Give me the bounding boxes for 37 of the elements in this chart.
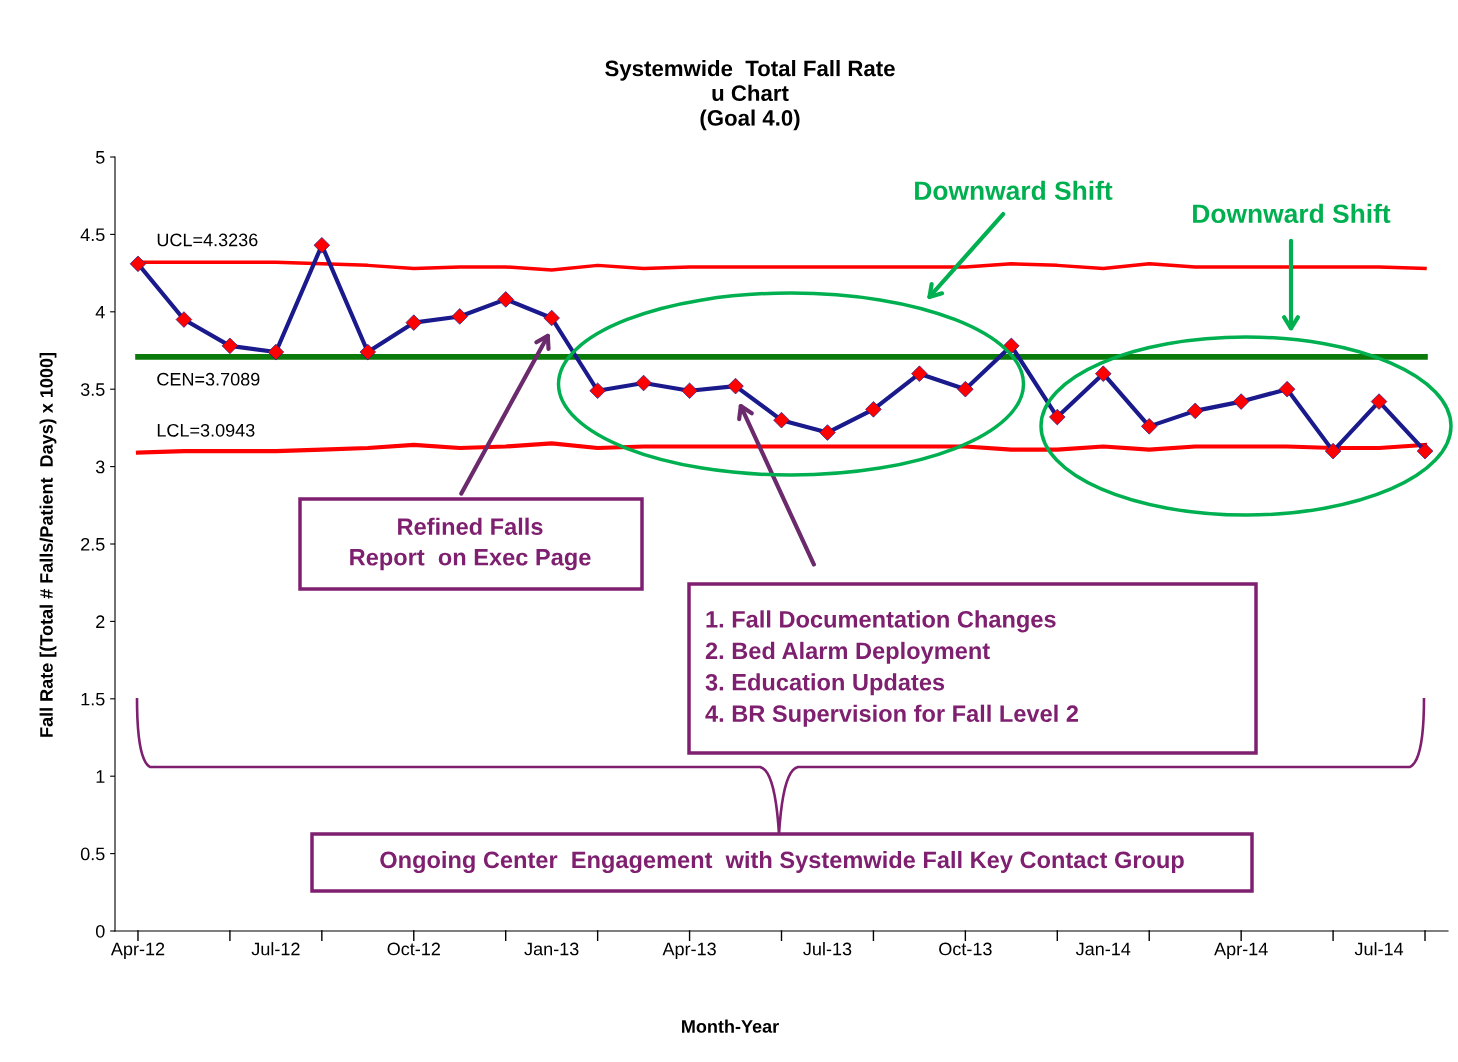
annotation: Refined Falls Report on Exec Page [350,517,591,571]
point [359,343,377,361]
x-tick-label: Jan-14 [1075,942,1131,956]
point [635,374,652,392]
y-tick-label: 2.5 [81,537,105,551]
annotation: Downward Shift [915,180,1113,201]
x-tick-label: Oct-12 [387,942,440,956]
annotation: Downward Shift [1193,203,1391,224]
chart-title: Systemwide Total Fall Rate u Chart (Goal 4.0) [605,60,895,131]
x-tick-label: Oct-13 [939,942,992,956]
series-label: UCL=4.3236 [157,233,258,247]
y-tick-label: 0 [95,924,105,938]
y-tick-label: 3 [95,460,105,474]
x-tick-label: Jul-14 [1354,942,1404,956]
y-tick-label: 4.5 [80,228,105,242]
x-tick-label: Apr-12 [110,942,165,959]
x-tick-label: Apr-13 [662,942,716,959]
point [957,380,974,398]
ref-line-label: CEN=3.7089 [157,372,260,386]
annotation: 1. Fall Documentation Changes 2. Bed Alarm Deployment 3. Education Updates 4. BR Supervision for Fall Level 2 [705,610,1078,727]
x-axis-title: Month-Year [682,1019,779,1033]
x-tick-label: Jan-13 [524,942,579,956]
y-tick-label: 3.5 [80,383,105,396]
x-tick-label: Jul-13 [803,942,852,956]
y-tick-label: 4 [95,305,105,319]
y-tick-label: 5 [95,151,105,164]
series-label: LCL=3.0943 [157,423,255,437]
y-tick-label: 0.5 [80,847,105,861]
y-tick-label: 2 [96,615,105,628]
y-tick-label: 1 [96,770,105,783]
y-axis-title: Fall Rate [(Total # Falls/Patient Days) x 1000] [39,353,57,737]
x-tick-label: Apr-14 [1214,942,1268,959]
annotation: Ongoing Center Engagement with Systemwide Fall Key Contact Group [380,850,1184,874]
y-tick-label: 1.5 [81,692,105,706]
point [727,377,744,395]
x-tick-label: Jul-12 [251,942,300,956]
point [175,311,193,328]
